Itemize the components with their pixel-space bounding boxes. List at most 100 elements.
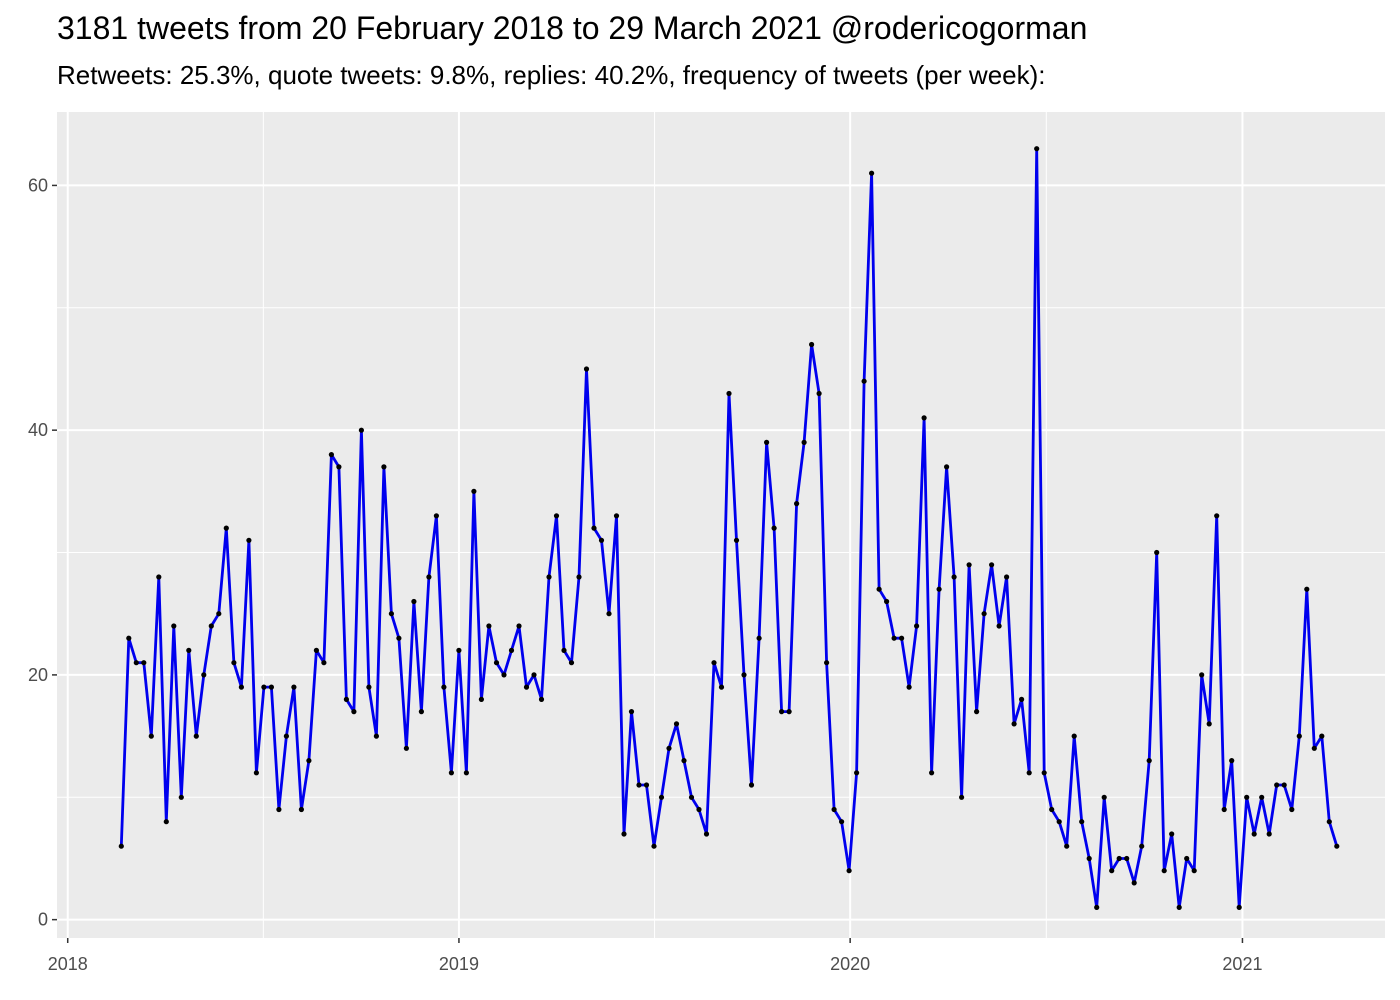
data-point xyxy=(1101,794,1107,800)
data-point xyxy=(298,806,304,813)
data-point xyxy=(216,611,222,617)
data-point xyxy=(1191,868,1197,874)
data-point xyxy=(771,525,777,531)
data-point xyxy=(546,574,552,580)
data-point xyxy=(156,574,162,580)
data-point xyxy=(1004,574,1010,580)
data-point xyxy=(1049,806,1055,813)
chart-subtitle: Retweets: 25.3%, quote tweets: 9.8%, rep… xyxy=(57,60,1046,90)
data-point xyxy=(1266,831,1272,837)
data-point xyxy=(861,378,867,384)
data-point xyxy=(673,721,680,727)
data-point xyxy=(283,733,289,739)
data-point xyxy=(576,574,582,580)
data-point xyxy=(118,843,124,849)
data-point xyxy=(718,684,725,690)
data-point xyxy=(1326,819,1332,825)
data-point xyxy=(171,623,177,629)
data-point xyxy=(809,341,815,348)
data-point xyxy=(313,647,319,654)
data-point xyxy=(1064,843,1070,849)
data-point xyxy=(824,660,830,666)
data-point xyxy=(899,635,905,641)
data-point xyxy=(186,647,192,654)
data-point xyxy=(261,684,267,690)
data-point xyxy=(201,672,207,678)
data-point xyxy=(486,623,492,629)
data-point xyxy=(711,660,717,666)
y-tick-label: 60 xyxy=(28,175,48,195)
data-point xyxy=(381,464,387,470)
data-point xyxy=(643,782,650,788)
data-point xyxy=(1304,586,1310,592)
data-point xyxy=(1259,794,1265,800)
data-point xyxy=(786,709,792,715)
data-point xyxy=(1139,843,1145,849)
data-point xyxy=(591,525,597,531)
data-point xyxy=(358,427,364,433)
x-tick-label: 2019 xyxy=(439,954,479,974)
data-point xyxy=(1199,672,1205,678)
data-point xyxy=(1131,880,1137,886)
data-point xyxy=(508,647,515,654)
data-point xyxy=(996,623,1002,629)
data-point xyxy=(553,513,560,519)
y-tick-label: 0 xyxy=(38,910,48,930)
data-point xyxy=(208,623,214,629)
data-point xyxy=(1206,721,1212,727)
data-point xyxy=(148,733,154,739)
data-point xyxy=(636,782,642,788)
data-point xyxy=(891,635,897,641)
data-point xyxy=(688,794,695,800)
data-point xyxy=(1214,513,1220,519)
data-point xyxy=(126,635,132,641)
data-point xyxy=(794,501,800,507)
data-point xyxy=(388,611,394,617)
data-point xyxy=(231,660,237,666)
data-point xyxy=(831,806,837,813)
data-point xyxy=(561,647,567,654)
data-point xyxy=(598,537,605,543)
data-point xyxy=(959,794,965,800)
data-point xyxy=(276,806,282,813)
data-point xyxy=(951,574,957,580)
data-point xyxy=(538,696,545,703)
data-point xyxy=(193,733,199,739)
data-point xyxy=(906,684,912,690)
data-point xyxy=(441,684,447,690)
data-point xyxy=(1274,782,1280,788)
data-point xyxy=(516,623,522,629)
data-point xyxy=(523,684,530,690)
data-point xyxy=(448,770,454,776)
data-point xyxy=(178,794,184,800)
data-point xyxy=(981,611,987,617)
data-point xyxy=(1154,549,1160,556)
data-point xyxy=(238,684,244,690)
data-point xyxy=(839,819,845,825)
data-point xyxy=(658,794,665,800)
data-point xyxy=(613,513,620,519)
chart-title: 3181 tweets from 20 February 2018 to 29 … xyxy=(57,10,1088,46)
data-point xyxy=(854,770,860,776)
data-point xyxy=(456,647,462,654)
data-point xyxy=(1086,855,1092,862)
data-point xyxy=(914,623,920,629)
data-point xyxy=(1311,745,1317,751)
y-axis: 0 20 40 60 xyxy=(28,175,57,930)
data-point xyxy=(989,562,995,568)
data-point xyxy=(621,831,627,837)
data-point xyxy=(1289,806,1295,813)
data-point xyxy=(531,672,537,678)
data-point xyxy=(306,758,312,764)
data-point xyxy=(133,660,139,666)
data-point xyxy=(351,709,357,715)
data-point xyxy=(141,660,147,666)
data-point xyxy=(748,782,755,788)
data-point xyxy=(1094,904,1100,911)
data-point xyxy=(1334,843,1340,849)
data-point xyxy=(651,843,657,849)
data-point xyxy=(568,660,575,666)
data-point xyxy=(253,770,259,776)
data-point xyxy=(343,696,349,703)
data-point xyxy=(1319,733,1325,739)
